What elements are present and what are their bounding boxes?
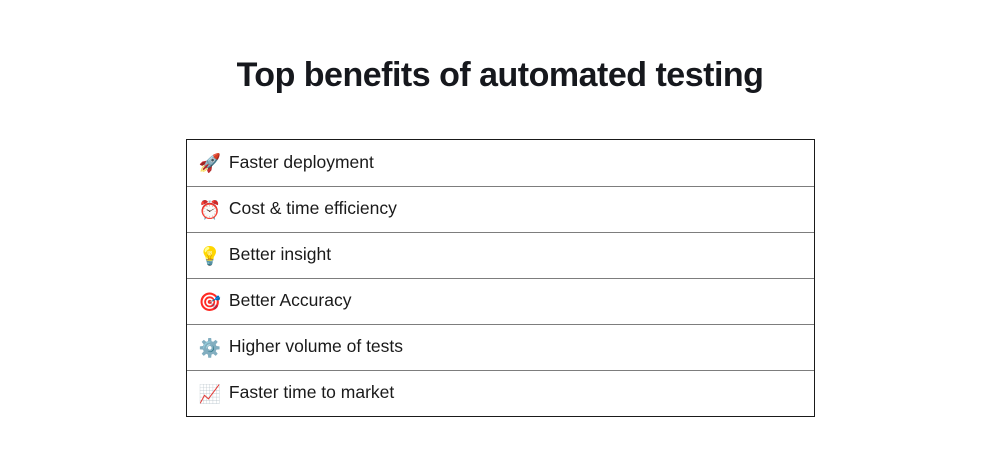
benefit-label: Faster time to market [228,382,395,403]
page-title: Top benefits of automated testing [236,56,764,94]
rocket-icon: 🚀 [198,153,221,173]
benefit-label: Faster deployment [228,151,374,172]
benefit-label: Cost & time efficiency [228,198,397,219]
benefit-row-faster-deployment: 🚀 Faster deployment [187,140,814,186]
benefit-label: Higher volume of tests [228,336,404,357]
benefit-row-cost-time-efficiency: ⏰ Cost & time efficiency [186,186,814,232]
benefits-table: 🚀 Faster deployment ⏰ Cost & time effici… [185,139,815,417]
target-icon: 🎯 [198,291,221,312]
benefit-row-better-insight: 💡 Better insight [186,232,814,278]
benefit-label: Better Accuracy [228,290,352,311]
alarm-clock-icon: ⏰ [198,199,221,220]
benefit-row-faster-time-to-market: 📈 Faster time to market [186,370,814,416]
benefit-row-higher-volume-of-tests: ⚙️ Higher volume of tests [186,324,814,370]
light-bulb-icon: 💡 [198,245,221,266]
chart-increasing-icon: 📈 [198,383,221,404]
gear-icon: ⚙️ [198,337,221,358]
benefit-row-better-accuracy: 🎯 Better Accuracy [186,278,814,324]
benefit-label: Better insight [228,244,332,265]
